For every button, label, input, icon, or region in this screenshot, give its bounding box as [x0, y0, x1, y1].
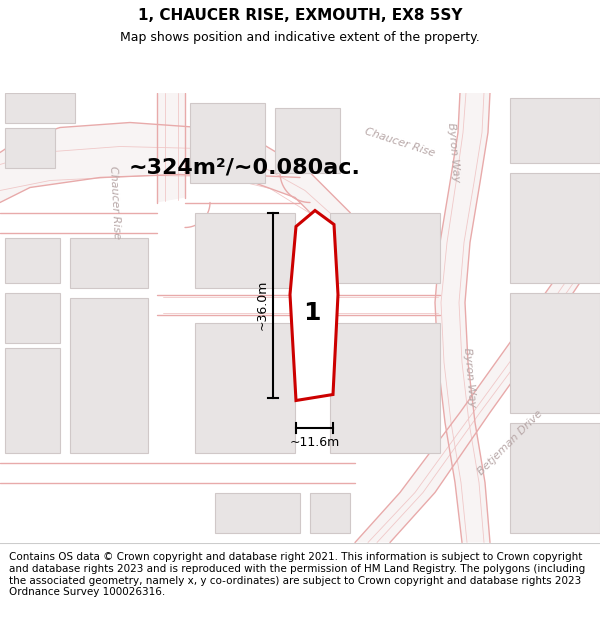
Text: ~36.0m: ~36.0m [256, 280, 269, 330]
Polygon shape [190, 102, 265, 182]
Polygon shape [5, 292, 60, 342]
Text: Chaucer Rise: Chaucer Rise [108, 166, 122, 239]
Text: 1, CHAUCER RISE, EXMOUTH, EX8 5SY: 1, CHAUCER RISE, EXMOUTH, EX8 5SY [138, 9, 462, 24]
Text: 1: 1 [303, 301, 321, 324]
Text: Byron Way: Byron Way [463, 347, 478, 408]
Polygon shape [510, 292, 600, 412]
Polygon shape [195, 322, 295, 452]
Polygon shape [510, 98, 600, 162]
Text: Map shows position and indicative extent of the property.: Map shows position and indicative extent… [120, 31, 480, 44]
Polygon shape [310, 492, 350, 532]
Text: Chaucer Rise: Chaucer Rise [364, 126, 436, 159]
Text: Contains OS data © Crown copyright and database right 2021. This information is : Contains OS data © Crown copyright and d… [9, 552, 585, 598]
Polygon shape [5, 348, 60, 452]
Polygon shape [195, 213, 295, 288]
Polygon shape [290, 211, 338, 401]
Polygon shape [5, 92, 75, 123]
Text: Betjeman Drive: Betjeman Drive [476, 408, 544, 477]
Polygon shape [157, 92, 185, 202]
Polygon shape [0, 122, 370, 272]
Polygon shape [275, 107, 340, 172]
Polygon shape [510, 173, 600, 282]
Polygon shape [5, 238, 60, 282]
Polygon shape [330, 322, 440, 452]
Polygon shape [5, 127, 55, 168]
Polygon shape [0, 92, 600, 542]
Polygon shape [215, 492, 300, 532]
Polygon shape [355, 222, 600, 542]
Polygon shape [510, 422, 600, 532]
Polygon shape [330, 213, 440, 282]
Polygon shape [70, 298, 148, 452]
Text: ~11.6m: ~11.6m [289, 436, 340, 449]
Text: Byron Way: Byron Way [446, 122, 461, 183]
Text: ~324m²/~0.080ac.: ~324m²/~0.080ac. [129, 158, 361, 177]
Polygon shape [435, 92, 490, 542]
Polygon shape [70, 238, 148, 288]
